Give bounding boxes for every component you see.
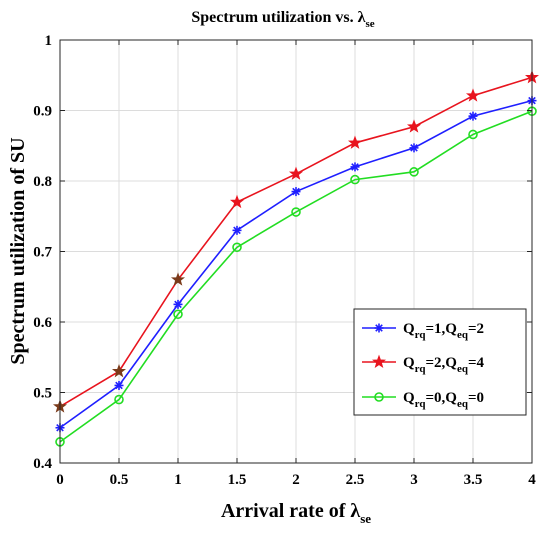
data-point [291, 187, 301, 197]
y-axis-label: Spectrum utilization of SU [7, 137, 29, 364]
legend-text-part: =2 [468, 321, 484, 337]
legend-entry: Qrq=2,Qeq=4 [362, 354, 485, 375]
legend-label: Qrq=2,Qeq=4 [403, 355, 485, 375]
series-layer [52, 70, 540, 447]
data-point [409, 143, 419, 153]
legend-text-part: =1,Q [425, 321, 457, 337]
y-tick-label: 1 [45, 33, 53, 49]
legend-text-part: Q [403, 355, 415, 371]
data-point [288, 166, 304, 180]
x-tick-label: 1 [174, 472, 182, 488]
data-point [111, 363, 127, 378]
x-axis-label: Arrival rate of λse [221, 500, 371, 526]
y-tick-label: 0.9 [33, 104, 52, 120]
plot-area: 0 0.5 1 1.5 2 2.5 3 3.5 4 0.4 0.5 0.6 0.7 0.8 0.9 1 [33, 33, 540, 488]
x-tick-label: 1.5 [228, 472, 247, 488]
series-line [59, 110, 533, 443]
x-tick-label: 4 [528, 472, 536, 488]
data-point [114, 380, 124, 390]
x-tick-label: 0 [56, 472, 64, 488]
data-point [229, 194, 245, 209]
data-point [406, 119, 422, 133]
data-point [350, 174, 360, 185]
x-tick-label: 2 [292, 472, 300, 488]
data-point [114, 394, 124, 405]
data-point [350, 162, 360, 172]
y-tick-label: 0.4 [33, 456, 52, 472]
legend-entry: Qrq=0,Qeq=0 [362, 390, 484, 410]
axis-ticks: 0 0.5 1 1.5 2 2.5 3 3.5 4 0.4 0.5 0.6 0.7 0.8 0.9 1 [33, 33, 536, 488]
data-point [347, 135, 363, 149]
y-tick-label: 0.5 [33, 386, 52, 402]
legend-subscript: eq [457, 363, 469, 375]
legend-subscript: eq [457, 398, 469, 410]
legend-text-part: =0,Q [425, 390, 457, 406]
legend-marker [374, 323, 384, 333]
x-tick-label: 3 [410, 472, 418, 488]
data-point [173, 309, 183, 320]
legend-text-part: =0 [468, 390, 484, 406]
legend-entry: Qrq=1,Qeq=2 [362, 321, 484, 341]
data-point [468, 129, 478, 140]
data-point [468, 111, 478, 121]
chart-title: Spectrum utilization vs. λse [191, 9, 374, 30]
legend-subscript: rq [415, 363, 427, 375]
legend-text-part: =4 [468, 355, 485, 371]
x-tick-label: 3.5 [464, 472, 483, 488]
series-1 [55, 96, 537, 433]
data-point [409, 167, 419, 177]
legend-label: Qrq=1,Qeq=2 [403, 321, 484, 341]
data-point [173, 299, 183, 309]
legend-label: Qrq=0,Qeq=0 [403, 390, 484, 410]
y-tick-label: 0.8 [33, 174, 52, 190]
data-point [291, 207, 301, 217]
data-point [232, 242, 242, 253]
y-tick-label: 0.6 [33, 315, 52, 331]
legend-subscript: rq [415, 329, 427, 341]
legend-subscript: rq [415, 398, 427, 410]
data-point [232, 225, 242, 235]
x-tick-label: 0.5 [110, 472, 129, 488]
legend-text-part: Q [403, 390, 415, 406]
y-tick-label: 0.7 [33, 245, 52, 261]
data-point [465, 88, 481, 102]
legend-text-part: =2,Q [425, 355, 457, 371]
legend-subscript: eq [457, 329, 469, 341]
x-tick-label: 2.5 [346, 472, 365, 488]
legend-text-part: Q [403, 321, 415, 337]
legend-marker [374, 392, 384, 402]
legend-marker [371, 354, 387, 368]
data-point [170, 272, 186, 286]
